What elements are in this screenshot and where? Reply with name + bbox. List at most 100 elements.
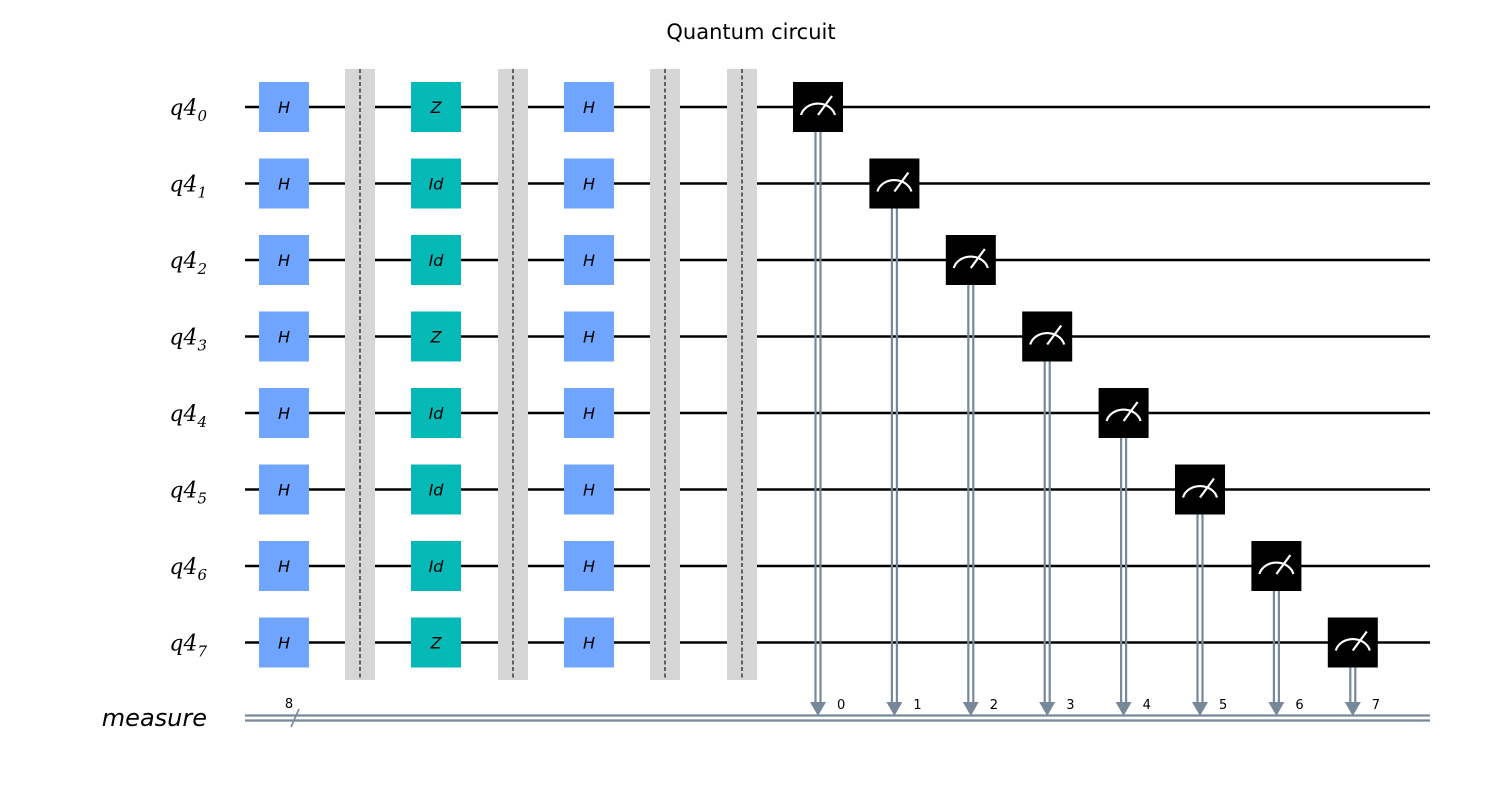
gate-h: H bbox=[259, 465, 309, 515]
gate-label: H bbox=[278, 404, 290, 423]
gate-label: H bbox=[278, 251, 290, 270]
gate-h: H bbox=[564, 618, 614, 668]
qubit-label: q46 bbox=[169, 555, 207, 584]
qubit-label: q45 bbox=[169, 479, 207, 508]
gate-label: H bbox=[583, 175, 595, 194]
barriers bbox=[345, 69, 757, 680]
qubit-label: q43 bbox=[169, 326, 207, 355]
register-labels: q40 q41 q42 q43 q44 q45 q46 q47 measure bbox=[102, 96, 208, 732]
gate-label: H bbox=[583, 634, 595, 653]
gate-label: Z bbox=[430, 98, 443, 117]
gate-h: H bbox=[564, 388, 614, 438]
gate-id: Id bbox=[411, 541, 461, 591]
qubit-index: 6 bbox=[197, 566, 207, 584]
gate-label: H bbox=[278, 175, 290, 194]
measure-bit-label: 7 bbox=[1372, 698, 1380, 713]
qubit-index: 3 bbox=[197, 337, 207, 355]
measure-box bbox=[1251, 541, 1301, 591]
gate-label: H bbox=[583, 404, 595, 423]
gate-h: H bbox=[259, 388, 309, 438]
gate-label: H bbox=[278, 634, 290, 653]
gate-label: H bbox=[583, 557, 595, 576]
qubit-label: q41 bbox=[169, 173, 207, 202]
measure-box bbox=[1175, 465, 1225, 515]
gate-label: H bbox=[583, 328, 595, 347]
gate-label: Z bbox=[430, 634, 443, 653]
qubit-index: 5 bbox=[197, 490, 207, 508]
qubit-label: q47 bbox=[169, 632, 207, 661]
measure-arrowhead bbox=[886, 702, 902, 716]
gate-label: Id bbox=[429, 481, 445, 500]
measurement: 0 bbox=[793, 82, 845, 716]
measure-box bbox=[1099, 388, 1149, 438]
measurements: 0 1 2 3 4 5 6 7 bbox=[793, 82, 1380, 716]
gate-label: H bbox=[583, 481, 595, 500]
gate-id: Id bbox=[411, 388, 461, 438]
gate-label: Id bbox=[429, 557, 445, 576]
circuit-title: Quantum circuit bbox=[666, 20, 835, 44]
gate-label: H bbox=[583, 251, 595, 270]
qubit-index: 1 bbox=[197, 184, 207, 202]
measure-arrowhead bbox=[1039, 702, 1055, 716]
gate-h: H bbox=[564, 159, 614, 209]
gate-h: H bbox=[259, 235, 309, 285]
gate-label: H bbox=[278, 557, 290, 576]
gate-h: H bbox=[259, 82, 309, 132]
gate-h: H bbox=[259, 159, 309, 209]
measure-box bbox=[1328, 618, 1378, 668]
gate-label: H bbox=[278, 328, 290, 347]
gates: H H H H H H H H Z Id Id Z Id Id Id Z H H H H H H H H bbox=[259, 82, 614, 668]
qubit-label: q44 bbox=[169, 402, 207, 431]
gate-z: Z bbox=[411, 618, 461, 668]
gate-label: Id bbox=[429, 251, 445, 270]
gate-label: Z bbox=[430, 328, 443, 347]
gate-h: H bbox=[259, 541, 309, 591]
measure-box bbox=[793, 82, 843, 132]
gate-h: H bbox=[564, 235, 614, 285]
gate-id: Id bbox=[411, 465, 461, 515]
measure-bit-label: 1 bbox=[913, 698, 921, 713]
measure-arrowhead bbox=[810, 702, 826, 716]
gate-z: Z bbox=[411, 82, 461, 132]
measurement: 2 bbox=[946, 235, 998, 716]
classical-register-label: measure bbox=[102, 704, 207, 732]
gate-h: H bbox=[259, 312, 309, 362]
measure-bit-label: 5 bbox=[1219, 698, 1227, 713]
gate-z: Z bbox=[411, 312, 461, 362]
measurement: 3 bbox=[1022, 312, 1074, 717]
measure-arrowhead bbox=[1268, 702, 1284, 716]
register-width-label: 8 bbox=[285, 697, 293, 712]
gate-h: H bbox=[564, 541, 614, 591]
gate-label: Id bbox=[429, 175, 445, 194]
measure-arrowhead bbox=[1345, 702, 1361, 716]
gate-label: H bbox=[278, 481, 290, 500]
gate-h: H bbox=[259, 618, 309, 668]
gate-id: Id bbox=[411, 235, 461, 285]
gate-label: H bbox=[583, 98, 595, 117]
measurement: 7 bbox=[1328, 618, 1380, 717]
measurement: 1 bbox=[869, 159, 921, 717]
measure-bit-label: 4 bbox=[1143, 698, 1151, 713]
qubit-index: 2 bbox=[196, 260, 207, 278]
measurement: 5 bbox=[1175, 465, 1227, 717]
measure-bit-label: 3 bbox=[1066, 698, 1074, 713]
measure-box bbox=[1022, 312, 1072, 362]
gate-label: H bbox=[278, 98, 290, 117]
qubit-index: 0 bbox=[197, 107, 207, 125]
gate-h: H bbox=[564, 465, 614, 515]
gate-id: Id bbox=[411, 159, 461, 209]
measure-arrowhead bbox=[1192, 702, 1208, 716]
gate-h: H bbox=[564, 82, 614, 132]
measure-arrowhead bbox=[1116, 702, 1132, 716]
measure-box bbox=[946, 235, 996, 285]
measure-bit-label: 2 bbox=[990, 698, 998, 713]
gate-h: H bbox=[564, 312, 614, 362]
measure-box bbox=[869, 159, 919, 209]
qubit-label: q42 bbox=[169, 249, 207, 278]
qubit-index: 4 bbox=[196, 413, 207, 431]
measurement: 4 bbox=[1099, 388, 1151, 716]
qubit-index: 7 bbox=[197, 643, 207, 661]
measurement: 6 bbox=[1251, 541, 1303, 716]
measure-bit-label: 0 bbox=[837, 698, 845, 713]
